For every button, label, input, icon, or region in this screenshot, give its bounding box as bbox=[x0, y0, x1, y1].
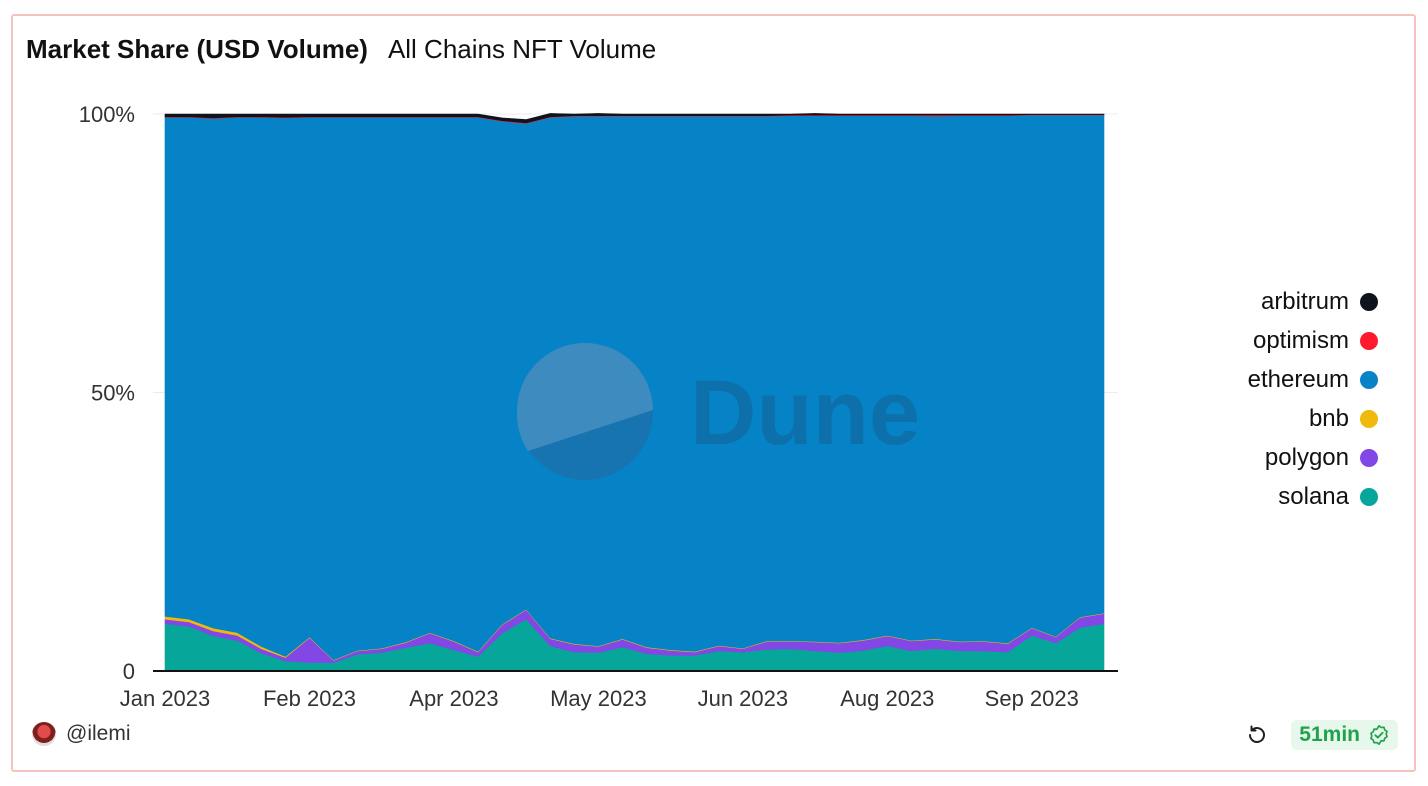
chart-header: Market Share (USD Volume) All Chains NFT… bbox=[26, 34, 656, 70]
legend-swatch bbox=[1360, 448, 1378, 467]
y-tick-label: 100% bbox=[79, 102, 135, 127]
chart-subtitle: All Chains NFT Volume bbox=[387, 34, 657, 64]
legend-label: bnb bbox=[1308, 404, 1349, 432]
chart-legend: arbitrum optimism ethereum bnb polygon solana bbox=[1158, 282, 1378, 516]
legend-item-arbitrum[interactable]: arbitrum bbox=[1158, 282, 1378, 321]
author-username: @ilemi bbox=[66, 722, 131, 745]
legend-swatch bbox=[1360, 292, 1378, 311]
x-tick-label: Feb 2023 bbox=[263, 686, 356, 711]
area-series-arbitrum bbox=[164, 113, 1105, 124]
y-tick-label: 0 bbox=[123, 659, 135, 684]
x-tick-label: Aug 2023 bbox=[840, 686, 934, 711]
legend-swatch bbox=[1360, 331, 1378, 350]
freshness-text: 51min bbox=[1299, 723, 1360, 746]
dune-watermark-text: Dune bbox=[690, 362, 920, 464]
verified-check-icon bbox=[1370, 725, 1388, 745]
refresh-icon[interactable] bbox=[1245, 723, 1269, 747]
legend-item-solana[interactable]: solana bbox=[1158, 477, 1378, 516]
legend-item-optimism[interactable]: optimism bbox=[1158, 321, 1378, 360]
legend-label: arbitrum bbox=[1260, 287, 1349, 315]
x-tick-label: Apr 2023 bbox=[409, 686, 498, 711]
dune-logo-icon bbox=[517, 344, 653, 480]
x-tick-label: Jan 2023 bbox=[120, 686, 211, 711]
chart-title: Market Share (USD Volume) bbox=[26, 34, 368, 64]
legend-item-ethereum[interactable]: ethereum bbox=[1158, 360, 1378, 399]
legend-item-polygon[interactable]: polygon bbox=[1158, 438, 1378, 477]
dune-logo-highlight bbox=[516, 342, 653, 451]
avatar bbox=[32, 722, 56, 746]
legend-swatch bbox=[1360, 487, 1378, 506]
legend-swatch bbox=[1360, 409, 1378, 428]
legend-label: solana bbox=[1278, 482, 1349, 510]
x-tick-label: May 2023 bbox=[550, 686, 647, 711]
dune-watermark: Dune bbox=[516, 342, 920, 480]
freshness-badge[interactable]: 51min bbox=[1291, 720, 1398, 750]
chart-footer-actions: 51min bbox=[1245, 720, 1398, 750]
legend-label: polygon bbox=[1264, 443, 1349, 471]
legend-label: ethereum bbox=[1247, 365, 1349, 393]
x-tick-label: Sep 2023 bbox=[985, 686, 1079, 711]
legend-swatch bbox=[1360, 370, 1378, 389]
x-tick-label: Jun 2023 bbox=[698, 686, 789, 711]
author-info[interactable]: @ilemi bbox=[32, 722, 131, 746]
legend-item-bnb[interactable]: bnb bbox=[1158, 399, 1378, 438]
y-tick-label: 50% bbox=[91, 381, 135, 406]
legend-label: optimism bbox=[1252, 326, 1349, 354]
